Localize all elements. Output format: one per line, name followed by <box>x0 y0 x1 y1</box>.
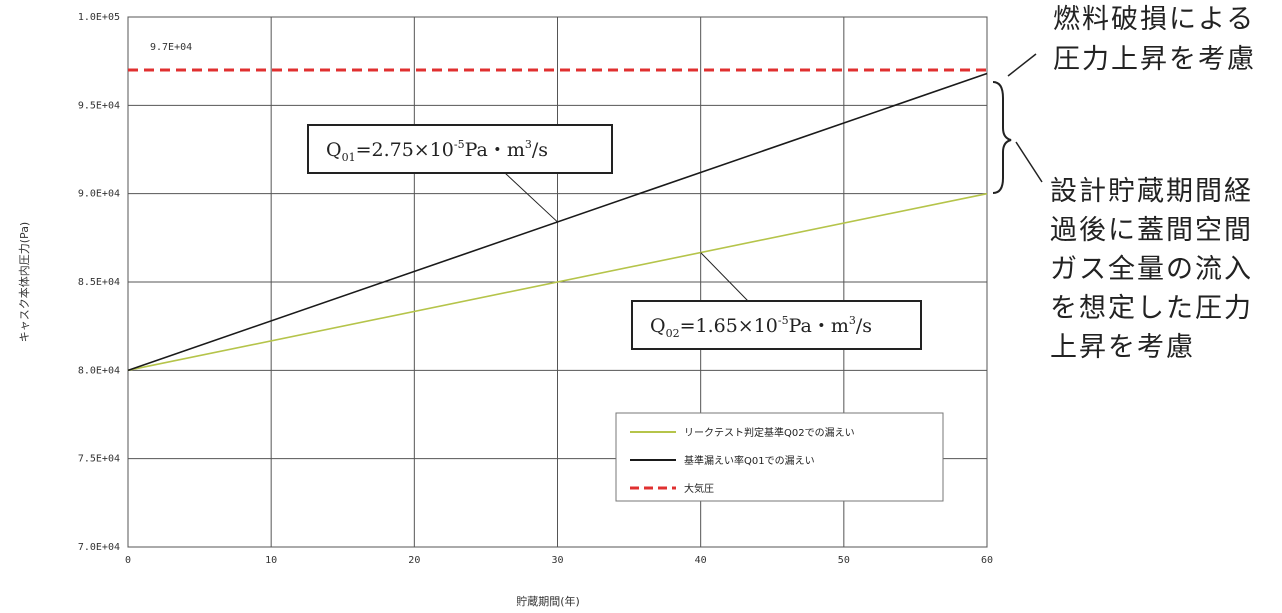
q02-value: =1.65×10 <box>680 315 778 337</box>
q01-callout: Q01=2.75×10-5Pa・m3/s <box>307 124 613 174</box>
y-tick-label: 8.5E+04 <box>78 277 120 288</box>
q01-q: Q <box>326 139 342 161</box>
side-note-bottom-line-1: 設計貯蔵期間経 <box>1050 176 1253 207</box>
q02-callout: Q02=1.65×10-5Pa・m3/s <box>631 300 922 350</box>
q01-unit: Pa・m <box>465 139 525 161</box>
q01-callout-text: Q01=2.75×10-5Pa・m3/s <box>326 138 548 164</box>
q02-q: Q <box>650 315 666 337</box>
q01-unit-tail: /s <box>532 139 548 161</box>
q01-exponent: -5 <box>454 138 465 151</box>
y-tick-label: 1.0E+05 <box>78 12 120 23</box>
q02-callout-text: Q02=1.65×10-5Pa・m3/s <box>650 314 872 340</box>
q01-unit-exponent: 3 <box>525 138 532 151</box>
side-note-top-line-2: 圧力上昇を考慮 <box>1053 44 1256 75</box>
y-tick-label: 8.0E+04 <box>78 365 120 376</box>
y-tick-labels: 7.0E+04 7.5E+04 8.0E+04 8.5E+04 9.0E+04 9.5E+… <box>78 12 120 553</box>
q02-unit-tail: /s <box>856 315 872 337</box>
q02-unit: Pa・m <box>789 315 849 337</box>
legend-box <box>615 412 944 502</box>
grid-lines <box>127 16 988 548</box>
side-note-top-line-1: 燃料破損による <box>1053 4 1255 35</box>
x-tick-label: 60 <box>981 555 993 566</box>
side-note-bottom-line-4: を想定した圧力 <box>1050 293 1253 324</box>
y-axis-label: キャスク本体内圧力(Pa) <box>17 222 31 342</box>
q01-value: =2.75×10 <box>356 139 454 161</box>
x-tick-label: 30 <box>551 555 563 566</box>
legend-label-q01: 基準漏えい率Q01での漏えい <box>684 454 815 467</box>
x-tick-label: 50 <box>838 555 850 566</box>
y-tick-label: 9.5E+04 <box>78 100 120 111</box>
x-axis-label: 貯蔵期間(年) <box>516 594 580 608</box>
x-tick-labels: 0 10 20 30 40 50 60 <box>125 555 993 566</box>
side-note-top: 燃料破損による 圧力上昇を考慮 <box>1053 4 1256 75</box>
side-note-bottom-line-3: ガス全量の流入 <box>1050 254 1253 285</box>
legend-label-atmospheric: 大気圧 <box>684 482 714 495</box>
refline-label: 9.7E+04 <box>150 42 192 53</box>
q02-subscript: 02 <box>666 327 680 340</box>
x-tick-label: 40 <box>695 555 707 566</box>
side-note-bottom-line-5: 上昇を考慮 <box>1050 332 1195 363</box>
x-tick-label: 20 <box>408 555 420 566</box>
bottom-note-pointer <box>1015 141 1043 183</box>
y-tick-label: 7.5E+04 <box>78 454 120 465</box>
q02-unit-exponent: 3 <box>849 314 856 327</box>
q01-leader-line <box>504 172 558 223</box>
q01-callout-box <box>307 124 613 174</box>
x-tick-label: 0 <box>125 555 131 566</box>
q02-leader-line <box>700 252 749 302</box>
legend: リークテスト判定基準Q02での漏えい 基準漏えい率Q01での漏えい 大気圧 <box>615 412 944 502</box>
y-tick-label: 7.0E+04 <box>78 542 120 553</box>
q02-exponent: -5 <box>778 314 789 327</box>
q02-callout-box <box>631 300 922 350</box>
series-line-q02 <box>127 192 988 372</box>
side-note-bottom-line-2: 過後に蓋間空間 <box>1050 215 1253 246</box>
y-tick-label: 9.0E+04 <box>78 189 120 200</box>
q01-subscript: 01 <box>342 151 356 164</box>
top-note-pointer <box>1007 53 1037 77</box>
side-note-bottom: 設計貯蔵期間経 過後に蓋間空間 ガス全量の流入 を想定した圧力 上昇を考慮 <box>1050 176 1253 363</box>
x-tick-label: 10 <box>265 555 277 566</box>
brace-mark <box>992 81 1012 194</box>
legend-label-q02: リークテスト判定基準Q02での漏えい <box>684 426 855 439</box>
